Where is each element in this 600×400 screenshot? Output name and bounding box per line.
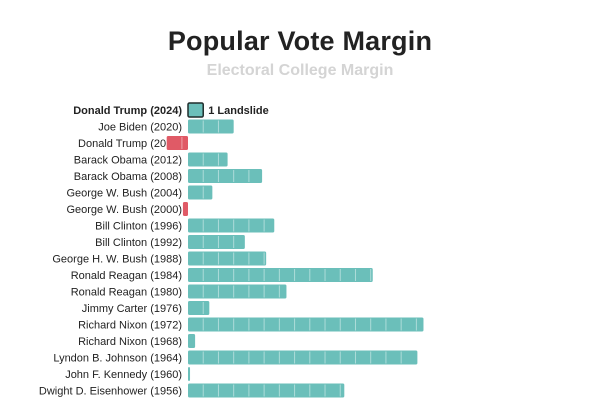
category-label: George H. W. Bush (1988): [52, 254, 182, 266]
bar: [188, 218, 275, 233]
bar: [187, 102, 204, 118]
category-label: Ronald Reagan (1984): [71, 270, 182, 282]
bar: [188, 169, 263, 183]
bar: [182, 202, 188, 216]
category-label: Bill Clinton (1992): [95, 237, 182, 249]
category-label: Dwight D. Eisenhower (1956): [39, 386, 182, 398]
chart-subtitle: Electoral College Margin: [206, 62, 394, 79]
bar: [188, 235, 245, 249]
category-label: Bill Clinton (1996): [95, 221, 182, 233]
category-labels: Donald Trump (2024) Joe Biden (2020) Donal…: [39, 105, 182, 398]
category-label: Donald Trump (2016): [78, 138, 182, 150]
annotations: 1 Landslide: [208, 105, 269, 117]
chart-title: Popular Vote Margin: [167, 26, 433, 56]
category-label: Jimmy Carter (1976): [82, 303, 182, 315]
bar: [188, 317, 424, 332]
category-label: John F. Kennedy (1960): [65, 369, 182, 381]
bar: [188, 119, 234, 134]
category-label: Barack Obama (2012): [74, 155, 182, 167]
bar: [188, 284, 287, 299]
bar: [188, 185, 213, 200]
category-label: Richard Nixon (1972): [78, 320, 182, 332]
category-label: George W. Bush (2004): [66, 188, 182, 200]
bar: [188, 350, 418, 365]
bar-annotation: 1 Landslide: [208, 105, 269, 117]
bar: [188, 268, 373, 282]
bar: [188, 152, 228, 167]
category-label: Donald Trump (2024): [73, 105, 182, 117]
bars: [166, 102, 424, 398]
category-label: Barack Obama (2008): [74, 171, 182, 183]
bar: [188, 251, 267, 266]
category-label: George W. Bush (2000): [66, 204, 182, 216]
category-label: Richard Nixon (1968): [78, 336, 182, 348]
bar: [166, 136, 188, 150]
bar: [188, 334, 196, 348]
bar: [188, 383, 345, 398]
bar: [188, 301, 210, 315]
category-label: Joe Biden (2020): [98, 122, 182, 134]
category-label: Lyndon B. Johnson (1964): [53, 353, 182, 365]
category-label: Ronald Reagan (1980): [71, 287, 182, 299]
bar: [188, 367, 191, 381]
